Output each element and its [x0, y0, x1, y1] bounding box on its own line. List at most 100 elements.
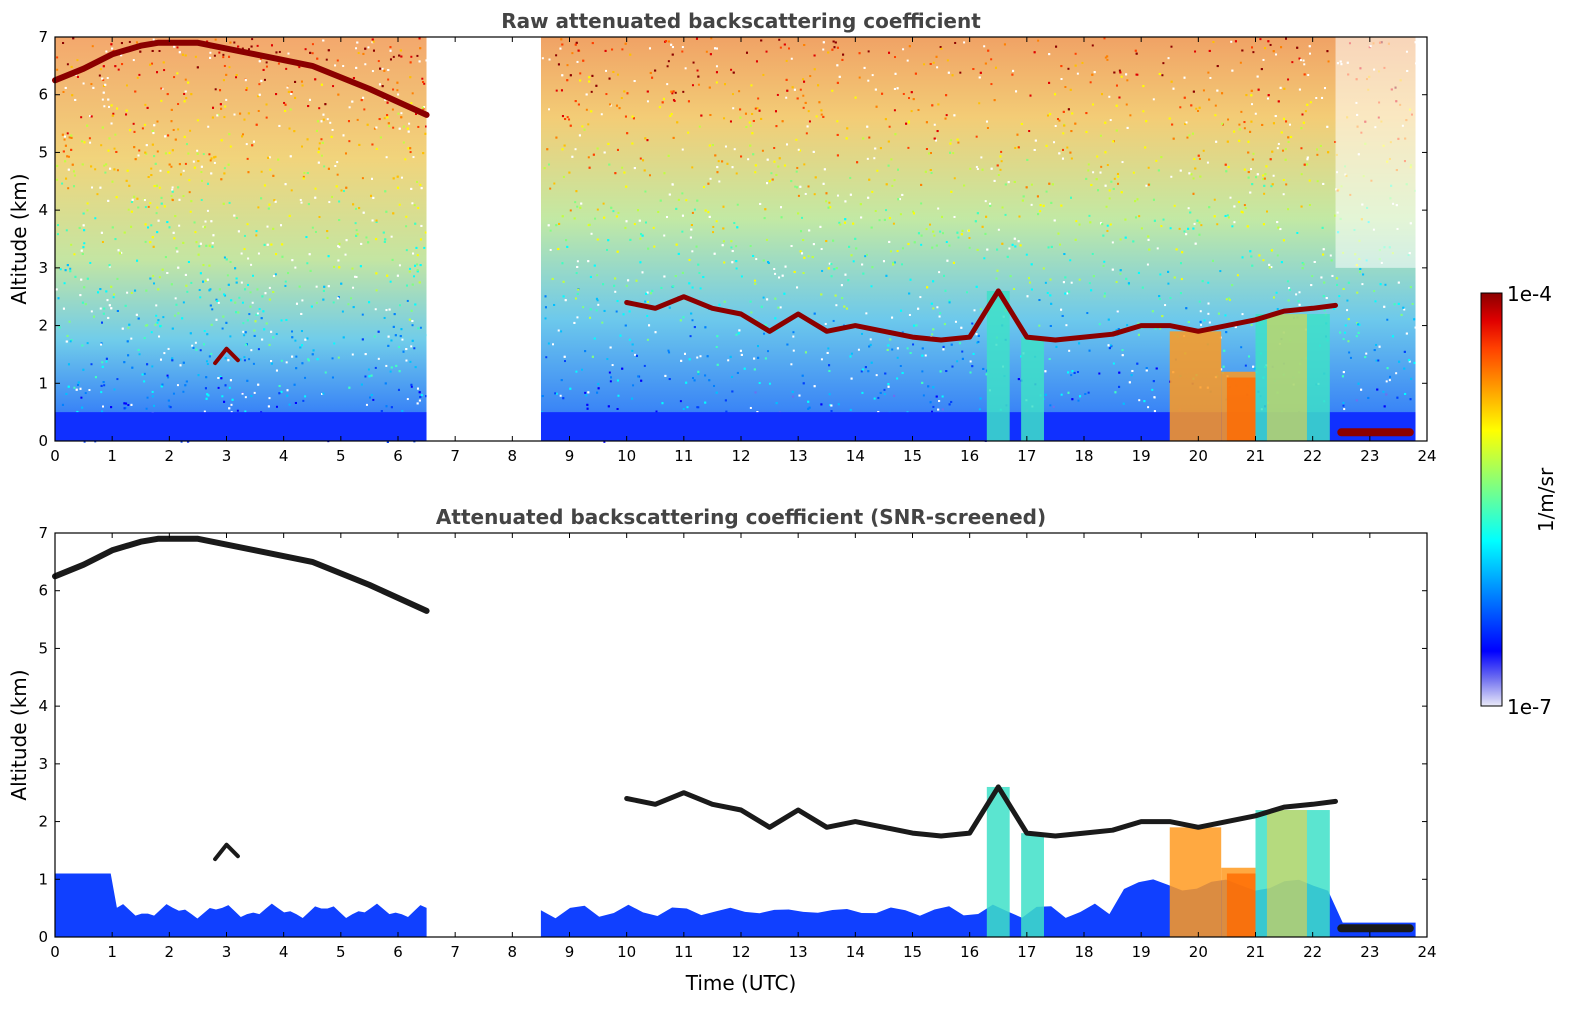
raw-y-axis-label: Altitude (km)	[7, 173, 31, 304]
x-tick-label: 14	[846, 943, 865, 961]
aerosol-plume-core	[1266, 810, 1307, 937]
raw-speckle	[55, 37, 1418, 443]
x-tick-label: 7	[450, 447, 460, 465]
x-tick-label: 0	[50, 447, 60, 465]
aerosol-plume	[1021, 337, 1044, 441]
y-tick-label: 6	[38, 582, 48, 600]
y-tick-label: 5	[38, 639, 48, 657]
x-tick-label: 12	[731, 447, 750, 465]
x-tick-label: 24	[1417, 943, 1436, 961]
x-tick-label: 22	[1303, 447, 1322, 465]
y-tick-label: 1	[38, 870, 48, 888]
x-tick-label: 8	[508, 943, 518, 961]
x-tick-label: 20	[1189, 943, 1208, 961]
aerosol-plume	[986, 786, 1010, 937]
y-tick-label: 5	[38, 143, 48, 161]
x-tick-label: 1	[107, 447, 117, 465]
colorbar-gradient	[1480, 292, 1503, 707]
x-tick-label: 22	[1303, 943, 1322, 961]
x-tick-label: 3	[222, 447, 232, 465]
y-tick-label: 1	[38, 374, 48, 392]
x-tick-label: 1	[107, 943, 117, 961]
x-tick-label: 11	[674, 943, 693, 961]
upper-cloud-layer	[52, 39, 430, 118]
aerosol-plume-core	[1266, 314, 1307, 441]
x-tick-label: 13	[789, 943, 808, 961]
x-tick-label: 3	[222, 943, 232, 961]
y-tick-label: 3	[38, 259, 48, 277]
x-tick-label: 12	[731, 943, 750, 961]
x-tick-label: 23	[1360, 447, 1379, 465]
x-tick-label: 6	[393, 943, 403, 961]
aerosol-plume-core	[1226, 377, 1256, 441]
x-tick-label: 5	[336, 943, 346, 961]
x-tick-label: 24	[1417, 447, 1436, 465]
x-tick-label: 20	[1189, 447, 1208, 465]
x-tick-label: 14	[846, 447, 865, 465]
x-tick-label: 15	[903, 447, 922, 465]
x-tick-label: 15	[903, 943, 922, 961]
x-tick-label: 9	[565, 447, 575, 465]
snr-y-axis: 0 1 2 3 4 5 6 7	[38, 524, 1427, 946]
y-tick-label: 2	[38, 813, 48, 831]
x-tick-label: 21	[1246, 943, 1265, 961]
colorbar-unit-label: 1/m/sr	[1534, 467, 1558, 532]
x-tick-label: 2	[165, 943, 175, 961]
x-tick-label: 19	[1132, 447, 1151, 465]
x-tick-label: 8	[508, 447, 518, 465]
x-tick-label: 19	[1132, 943, 1151, 961]
x-tick-label: 4	[279, 943, 289, 961]
x-tick-label: 17	[1017, 943, 1036, 961]
colorbar-min-label: 1e-7	[1507, 695, 1552, 719]
panel-title-snr: Attenuated backscattering coefficient (S…	[436, 505, 1046, 529]
x-tick-label: 18	[1074, 447, 1093, 465]
x-tick-label: 5	[336, 447, 346, 465]
x-tick-label: 9	[565, 943, 575, 961]
y-tick-label: 4	[38, 697, 48, 715]
x-tick-label: 16	[960, 943, 979, 961]
x-axis-label: Time (UTC)	[685, 971, 797, 995]
colorbar: 1e-4 1e-7 1/m/sr	[1480, 282, 1558, 719]
x-tick-label: 0	[50, 943, 60, 961]
raw-backscatter-panel: Raw attenuated backscattering coefficien…	[7, 9, 1437, 465]
y-tick-label: 4	[38, 201, 48, 219]
x-tick-label: 16	[960, 447, 979, 465]
y-tick-label: 6	[38, 86, 48, 104]
panel-title-raw: Raw attenuated backscattering coefficien…	[501, 9, 981, 33]
y-tick-label: 3	[38, 755, 48, 773]
raw-x-axis: 0 1 2 3 4 5 6 7 8 9 10 11 12 13 14 15 16 17 18 19 20 21 22 23 24	[50, 37, 1437, 465]
mid-cloud-layer	[624, 288, 1338, 343]
snr-screened-panel: Attenuated backscattering coefficient (S…	[7, 505, 1437, 995]
x-tick-label: 13	[789, 447, 808, 465]
x-tick-label: 18	[1074, 943, 1093, 961]
x-tick-label: 21	[1246, 447, 1265, 465]
raw-signal-region	[55, 37, 427, 441]
aerosol-plume	[1021, 833, 1044, 937]
aerosol-plume	[986, 290, 1010, 441]
upper-cloud-layer	[52, 535, 430, 614]
aerosol-plume	[1169, 331, 1222, 441]
isolated-cloud	[213, 346, 240, 366]
screened-boundary-layer	[55, 873, 427, 937]
x-tick-label: 11	[674, 447, 693, 465]
x-tick-label: 7	[450, 943, 460, 961]
raw-heatmap-area	[52, 37, 1427, 443]
x-tick-label: 10	[617, 943, 636, 961]
x-tick-label: 6	[393, 447, 403, 465]
colorbar-max-label: 1e-4	[1507, 282, 1552, 306]
boundary-layer	[55, 412, 427, 441]
aerosol-plume	[1169, 827, 1222, 937]
snr-heatmap-area	[52, 535, 1416, 937]
x-tick-label: 23	[1360, 943, 1379, 961]
x-tick-label: 2	[165, 447, 175, 465]
snr-y-axis-label: Altitude (km)	[7, 669, 31, 800]
snr-x-axis: 0 1 2 3 4 5 6 7 8 9 10 11 12 13 14 15 16 17 18 19 20 21 22 23 24	[50, 533, 1437, 961]
isolated-cloud	[213, 842, 240, 862]
y-tick-label: 2	[38, 317, 48, 335]
y-tick-label: 0	[38, 928, 48, 946]
x-tick-label: 17	[1017, 447, 1036, 465]
raw-y-axis: 0 1 2 3 4 5 6 7	[38, 28, 1427, 450]
mid-cloud-layer	[624, 784, 1338, 839]
y-tick-label: 7	[38, 524, 48, 542]
